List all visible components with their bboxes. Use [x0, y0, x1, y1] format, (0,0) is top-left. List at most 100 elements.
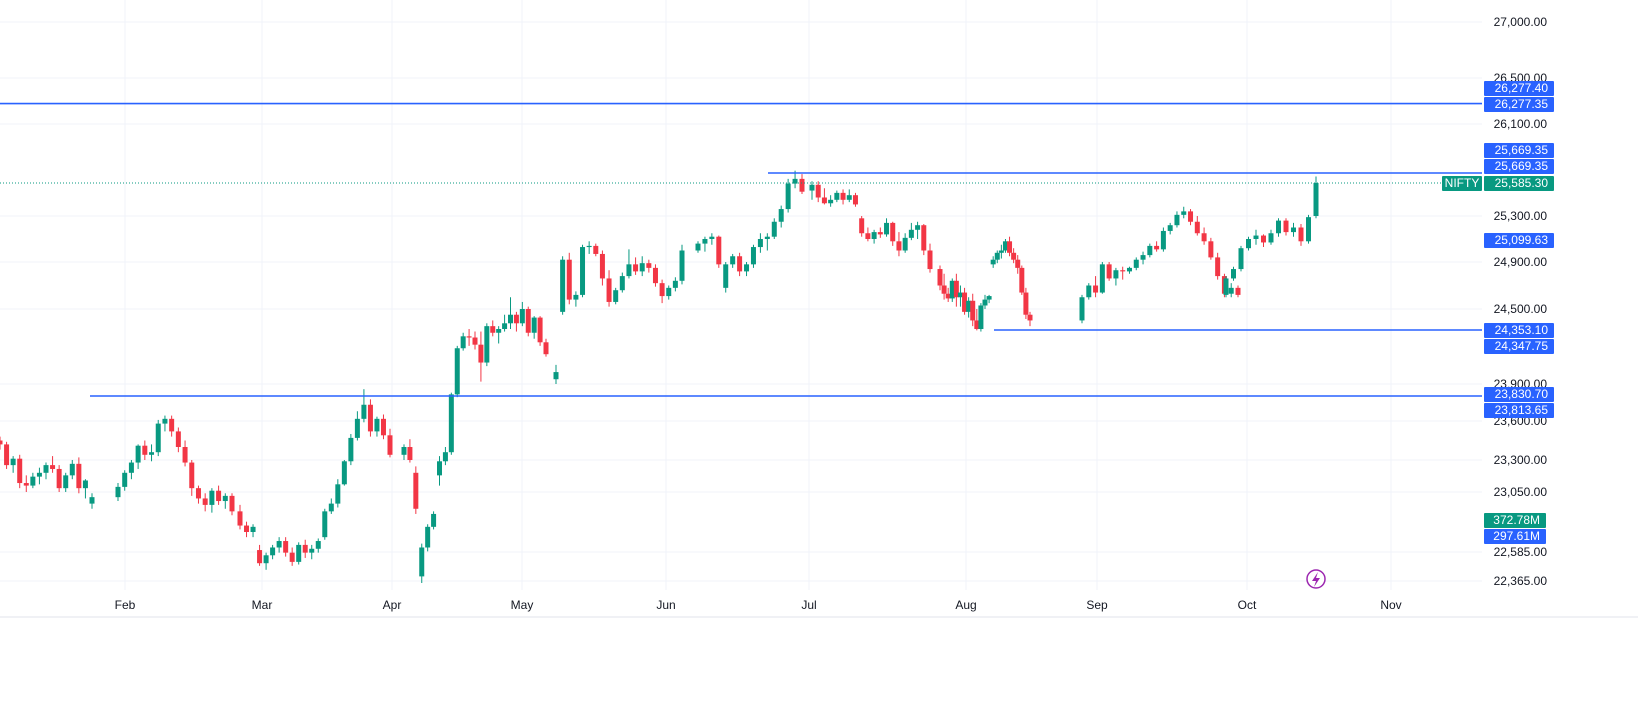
candle-down [1261, 234, 1266, 248]
candle-up [502, 314, 508, 332]
price-tag-bg [1484, 387, 1554, 402]
candle-up [619, 272, 625, 293]
grid-layer [0, 0, 1482, 590]
candle-up [128, 460, 134, 480]
candle-body [1113, 270, 1119, 279]
candle-body [1283, 220, 1289, 233]
candle-up [994, 250, 1000, 264]
candle-body [189, 462, 195, 489]
candle-down [1154, 241, 1160, 252]
candle-down [1093, 276, 1099, 298]
candle-body [315, 541, 321, 549]
candle-up [63, 472, 69, 492]
candle-down [646, 259, 652, 273]
candle-down [659, 279, 665, 304]
candle-up [484, 323, 490, 367]
candle-down [974, 309, 980, 331]
price-tag-bg [1484, 159, 1554, 174]
candle-body [744, 264, 750, 272]
candle-up [666, 285, 672, 300]
candle-up [702, 236, 708, 252]
candle-body [43, 465, 49, 473]
candle-body [1246, 239, 1251, 249]
candle-body [270, 547, 276, 556]
candle-body [840, 192, 846, 200]
candle-body [374, 418, 380, 432]
candle-up [1268, 229, 1274, 245]
candle-body [1002, 241, 1008, 251]
candle-up [573, 291, 579, 307]
candle-down [815, 181, 821, 203]
candle-down [1208, 237, 1214, 260]
x-axis-label: Mar [252, 598, 273, 612]
symbol-tag-bg [1442, 176, 1482, 191]
candle-up [270, 544, 276, 560]
candle-body [1238, 248, 1244, 270]
candle-body [908, 229, 914, 238]
candle-body [484, 326, 490, 363]
candle-body [927, 250, 933, 270]
candle-down [1298, 224, 1304, 246]
candle-down [525, 306, 531, 337]
price-tag-label: 23,813.65 [1495, 403, 1549, 417]
candle-body [437, 461, 442, 476]
candle-body [296, 544, 302, 562]
horizontal-line-layer [0, 102, 1482, 397]
candle-down [229, 493, 235, 516]
candle-body [460, 336, 466, 349]
candle-up [36, 467, 42, 485]
candle-up [348, 434, 354, 466]
candle-body [1306, 217, 1311, 242]
candle-body [115, 486, 121, 498]
candle-down [937, 265, 943, 291]
candle-body [764, 236, 770, 239]
candle-body [633, 264, 639, 272]
candle-body [974, 320, 980, 330]
volume-tag-label: 372.78M [1493, 513, 1540, 527]
candle-body [1313, 183, 1319, 216]
candle-body [387, 435, 393, 455]
x-axis-label: Aug [955, 598, 976, 612]
candle-body [771, 221, 777, 237]
candle-up [553, 364, 559, 384]
candle-body [237, 511, 243, 526]
candle-body [953, 280, 959, 298]
x-axis-label: Jul [801, 598, 816, 612]
candle-body [1276, 220, 1281, 234]
candle-up [1231, 266, 1236, 281]
candle-body [250, 526, 256, 532]
candle-body [442, 452, 448, 462]
candle-body [1140, 255, 1146, 260]
candle-up [1181, 206, 1187, 219]
candle-up [155, 419, 161, 457]
candle-down [195, 485, 201, 504]
candle-body [613, 290, 619, 302]
price-tag-label: 26,277.35 [1495, 97, 1549, 111]
candle-body [380, 418, 386, 436]
candle-body [1160, 230, 1166, 250]
candle-down [927, 243, 933, 273]
y-axis-label: 22,585.00 [1494, 545, 1548, 559]
candle-up [322, 508, 328, 540]
candle-body [902, 237, 908, 251]
candle-down [283, 537, 289, 557]
candle-body [730, 256, 736, 265]
candle-body [896, 241, 902, 251]
candle-down [633, 257, 639, 275]
candle-body [543, 342, 549, 355]
x-axis-label: Apr [383, 598, 402, 612]
candle-body [490, 326, 496, 333]
axis-layer: 27,000.0026,500.0026,100.0025,300.0024,9… [0, 15, 1638, 618]
candle-body [169, 418, 175, 432]
candle-down [537, 316, 543, 346]
candle-body [962, 292, 968, 312]
candle-down [652, 264, 658, 287]
candle-down [1235, 285, 1241, 298]
candle-down [890, 221, 896, 246]
candle-down [1194, 216, 1200, 236]
candle-body [1106, 264, 1112, 279]
candle-down [1283, 218, 1289, 236]
candle-up [1079, 294, 1085, 324]
candle-down [1027, 311, 1033, 327]
candle-body [1201, 233, 1207, 242]
